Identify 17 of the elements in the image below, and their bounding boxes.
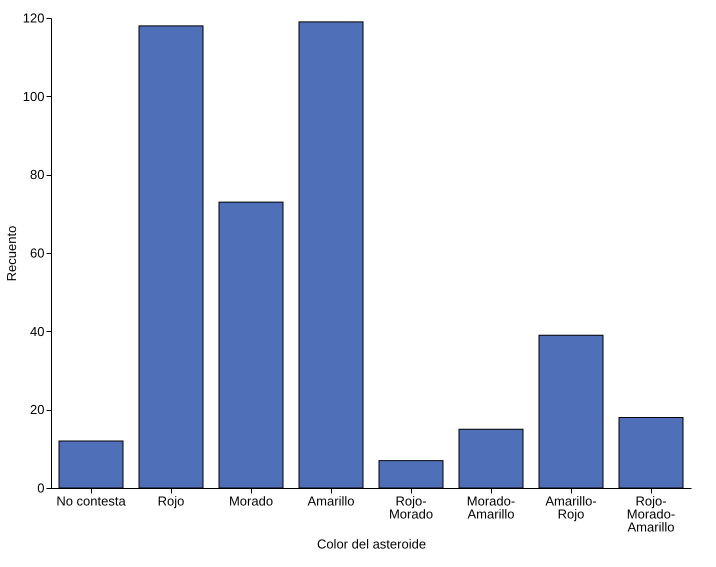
x-tick-label: Morado-Amarillo: [466, 494, 516, 522]
y-tick-label: 60: [30, 246, 44, 260]
x-tick-label: No contesta: [56, 494, 126, 508]
y-tick-label: 100: [22, 88, 44, 104]
x-tick-label: Amarillo: [308, 494, 354, 508]
y-axis-title: Recuento: [4, 226, 19, 282]
y-tick-label: 0: [37, 480, 44, 496]
x-tick-label: Morado: [228, 494, 274, 508]
x-axis-title: Color del asteroide: [316, 536, 426, 552]
y-tick-label: 40: [30, 324, 44, 339]
x-tick-label: Rojo-Morado-Amarillo: [626, 494, 676, 534]
y-tick-label: 20: [30, 402, 44, 418]
y-tick-label: 80: [30, 167, 44, 182]
x-tick-label: Amarillo-Rojo: [545, 494, 597, 522]
x-tick-label: Rojo-Morado: [388, 494, 434, 522]
x-tick-label: Rojo: [158, 494, 184, 508]
y-tick-label: 120: [22, 10, 44, 26]
